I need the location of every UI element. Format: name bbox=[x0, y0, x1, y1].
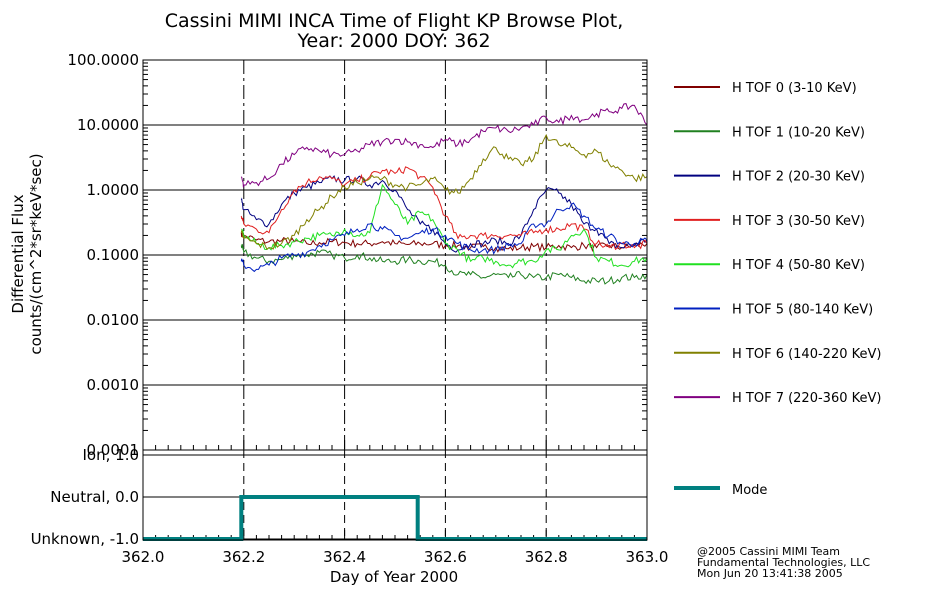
flux-y-tick-label: 0.0100 bbox=[87, 311, 140, 329]
x-tick-labels: 362.0 362.2 362.4 362.6 362.8 363.0 bbox=[122, 548, 669, 566]
legend-label-tof-1: H TOF 1 (10-20 KeV) bbox=[732, 125, 865, 140]
legend-label-tof-0: H TOF 0 (3-10 KeV) bbox=[732, 81, 857, 96]
flux-y-tick-label: 100.0000 bbox=[67, 51, 139, 69]
flux-y-tick-label: 0.0010 bbox=[87, 376, 140, 394]
credit-line-3: Mon Jun 20 13:41:38 2005 bbox=[697, 567, 843, 580]
series-line-tof-4 bbox=[241, 183, 648, 269]
y-axis-label: Differential Flux bbox=[9, 194, 27, 313]
legend-label-mode: Mode bbox=[732, 483, 767, 498]
legend-label-tof-6: H TOF 6 (140-220 KeV) bbox=[732, 347, 881, 362]
x-tick-label: 362.4 bbox=[323, 548, 366, 566]
series-line-tof-1 bbox=[240, 243, 648, 285]
flux-series bbox=[240, 103, 648, 285]
mode-y-tick-label: Neutral, 0.0 bbox=[50, 488, 139, 506]
flux-time-markers bbox=[243, 60, 547, 450]
flux-gridlines bbox=[143, 59, 647, 451]
legend-label-tof-3: H TOF 3 (30-50 KeV) bbox=[732, 214, 865, 229]
y-axis-units-label: counts/(cm^2*sr*keV*sec) bbox=[27, 153, 45, 354]
credits: @2005 Cassini MIMI Team Fundamental Tech… bbox=[697, 545, 870, 580]
legend-label-tof-2: H TOF 2 (20-30 KeV) bbox=[732, 170, 865, 185]
series-line-tof-5 bbox=[240, 202, 648, 273]
legend: H TOF 0 (3-10 KeV) H TOF 1 (10-20 KeV) H T… bbox=[674, 81, 881, 498]
flux-y-tick-label: 0.0001 bbox=[87, 441, 140, 459]
credit-line-1: @2005 Cassini MIMI Team bbox=[697, 545, 840, 558]
mode-plot-frame bbox=[142, 449, 648, 541]
flux-y-tick-label: 1.0000 bbox=[87, 181, 140, 199]
chart-subtitle: Year: 2000 DOY: 362 bbox=[296, 30, 490, 52]
mode-y-tick-label: Ion, 1.0 bbox=[83, 446, 140, 464]
legend-label-tof-7: H TOF 7 (220-360 KeV) bbox=[732, 391, 881, 406]
series-line-tof-7 bbox=[240, 103, 648, 188]
legend-label-tof-4: H TOF 4 (50-80 KeV) bbox=[732, 258, 865, 273]
flux-panel: 100.0000 10.0000 1.0000 0.1000 0.0100 0.0010 0… bbox=[67, 51, 648, 459]
chart-title: Cassini MIMI INCA Time of Flight KP Brow… bbox=[165, 10, 624, 32]
legend-label-tof-5: H TOF 5 (80-140 KeV) bbox=[732, 303, 873, 318]
mode-y-tick-labels: Ion, 1.0 Neutral, 0.0 Unknown, -1.0 bbox=[31, 446, 139, 548]
flux-y-tick-label: 0.1000 bbox=[87, 246, 140, 264]
x-tick-label: 362.6 bbox=[424, 548, 467, 566]
x-tick-label: 362.2 bbox=[222, 548, 265, 566]
x-tick-label: 362.0 bbox=[122, 548, 165, 566]
mode-line bbox=[143, 495, 647, 541]
x-tick-label: 362.8 bbox=[525, 548, 568, 566]
x-axis-label: Day of Year 2000 bbox=[330, 568, 458, 586]
mode-series bbox=[143, 495, 647, 541]
flux-y-tick-label: 10.0000 bbox=[77, 116, 139, 134]
credit-line-2: Fundamental Technologies, LLC bbox=[697, 556, 870, 569]
mode-y-tick-label: Unknown, -1.0 bbox=[31, 530, 139, 548]
x-tick-label: 363.0 bbox=[626, 548, 669, 566]
series-line-tof-6 bbox=[240, 133, 648, 250]
series-line-tof-3 bbox=[240, 166, 648, 251]
flux-axis-ticks bbox=[142, 62, 648, 450]
flux-y-tick-labels: 100.0000 10.0000 1.0000 0.1000 0.0100 0.0010 0… bbox=[67, 51, 139, 459]
